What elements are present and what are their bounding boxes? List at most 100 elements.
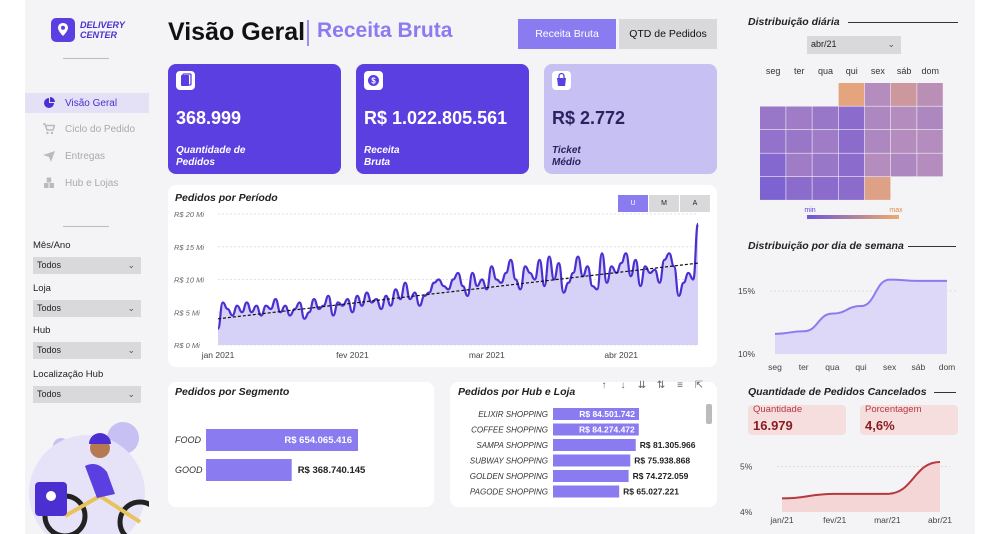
page-title: Visão Geral (168, 18, 306, 46)
coin-icon: $ (364, 71, 383, 90)
trend-line (217, 262, 699, 320)
hub-bar (553, 423, 639, 436)
filter-label-hub: Hub (33, 325, 51, 336)
heatmap-cell (838, 153, 865, 177)
nav-label: Visão Geral (65, 97, 118, 109)
double-arrow-down-icon[interactable]: ⇊ (637, 379, 647, 391)
heatmap-cell (838, 106, 865, 130)
heatmap-day-label: dom (922, 66, 940, 76)
receita-bruta-button[interactable]: Receita Bruta (518, 19, 616, 49)
heatmap-cell (891, 83, 917, 106)
heatmap-title: Distribuição diária (748, 16, 840, 28)
heatmap-legend-max: max (889, 207, 903, 214)
arrow-down-icon[interactable]: ↓ (620, 379, 626, 391)
hub-value-label: R$ 74.272.059 (633, 471, 689, 481)
heatmap-cell (838, 83, 865, 106)
svg-text:$: $ (371, 77, 376, 86)
hub-chart-title: Pedidos por Hub e Loja (458, 386, 576, 398)
filter-label-localizacao-hub: Localização Hub (33, 369, 104, 380)
segment-value-label: R$ 368.740.145 (298, 465, 366, 476)
divider (908, 246, 956, 247)
sidebar: DELIVERY CENTER Visão Geral Ciclo do Pedi… (25, 0, 149, 534)
nav-label: Entregas (65, 150, 106, 162)
hub-category-label: PAGODE SHOPPING (470, 488, 548, 497)
segment-chart-title: Pedidos por Segmento (175, 386, 290, 398)
hub-category-label: GOLDEN SHOPPING (470, 472, 548, 481)
nav-ciclo-pedido[interactable]: Ciclo do Pedido (25, 119, 149, 139)
nav-hub-lojas[interactable]: Hub e Lojas (25, 173, 149, 193)
heatmap-cell (786, 153, 812, 177)
heatmap-cell (812, 177, 838, 200)
x-tick-label: jan/21 (769, 515, 793, 525)
filter-icon[interactable]: ≡ (677, 379, 683, 391)
filter-mes-ano-select[interactable]: Todos ⌄ (33, 257, 141, 274)
heatmap-cell (864, 83, 891, 106)
heatmap-cell (838, 177, 865, 200)
nav-label: Hub e Lojas (65, 177, 119, 189)
cancel-pct-card: Porcentagem 4,6% (860, 404, 958, 435)
hub-value-label: R$ 81.305.966 (640, 440, 696, 450)
kpi-label: Quantidade de Pedidos (176, 145, 246, 168)
focus-mode-icon[interactable]: ⇱ (694, 379, 704, 391)
qtd-pedidos-button[interactable]: QTD de Pedidos (619, 19, 717, 49)
segment-bar (206, 459, 292, 481)
y-tick-label: R$ 10 Mi (174, 276, 204, 285)
cancel-qty-label: Quantidade (753, 404, 803, 415)
filter-localizacao-hub-select[interactable]: Todos ⌄ (33, 386, 141, 403)
segment-bar-chart: FOOD R$ 654.065.416 GOOD R$ 368.740.145 (175, 429, 366, 481)
hub-value-label: R$ 84.501.742 (579, 409, 635, 419)
kpi-ticket-medio: R$ 2.772 Ticket Médio (544, 64, 717, 174)
arrow-up-icon[interactable]: ↑ (601, 379, 607, 391)
filter-loja-select[interactable]: Todos ⌄ (33, 300, 141, 317)
x-tick-label: ter (799, 362, 809, 372)
y-tick-label: 10% (738, 349, 755, 359)
chevron-down-icon: ⌄ (887, 39, 895, 49)
kpi-quantidade-pedidos: 368.999 Quantidade de Pedidos (168, 64, 341, 174)
scrollbar-thumb[interactable] (706, 404, 712, 424)
period-toggle-group: U M A (618, 195, 710, 212)
y-tick-label: R$ 15 Mi (174, 243, 204, 252)
logo-icon (51, 18, 75, 42)
page-subtitle: Receita Bruta (317, 19, 453, 42)
area-fill (775, 279, 947, 354)
cancel-qty-card: Quantidade 16.979 (748, 404, 846, 435)
nav-visao-geral[interactable]: Visão Geral (25, 93, 149, 113)
segment-category-label: GOOD (175, 465, 203, 475)
kpi-value: R$ 2.772 (552, 108, 626, 128)
toggle-a[interactable]: A (680, 195, 710, 212)
cancel-pct-value: 4,6% (865, 418, 895, 433)
heatmap-cell (760, 177, 786, 200)
heatmap-cell (864, 130, 891, 153)
x-tick-label: fev/21 (823, 515, 846, 525)
expand-hierarchy-icon[interactable]: ⇅ (656, 379, 666, 391)
bag-icon (552, 71, 571, 90)
heatmap-cell (891, 130, 917, 153)
hub-value-label: R$ 65.027.221 (623, 487, 679, 497)
heatmap-day-label: sáb (897, 66, 912, 76)
area-fill (218, 223, 698, 345)
filter-label-mes-ano: Mês/Ano (33, 240, 71, 251)
month-select[interactable]: abr/21 ⌄ (807, 36, 901, 54)
cancel-area-chart: 5% 4% jan/21 fev/21 mar/21 abr/21 (740, 461, 952, 525)
document-icon (176, 71, 195, 90)
chevron-down-icon: ⌄ (127, 260, 135, 270)
weekday-chart-title: Distribuição por dia de semana (748, 240, 904, 252)
nav-entregas[interactable]: Entregas (25, 146, 149, 166)
x-tick-label: sex (883, 362, 897, 372)
filter-hub-select[interactable]: Todos ⌄ (33, 342, 141, 359)
heatmap-cell (891, 106, 917, 130)
hub-bar-chart: ELIXIR SHOPPING R$ 84.501.742 COFFEE SHOPP… (470, 408, 696, 498)
hub-category-label: ELIXIR SHOPPING (478, 410, 548, 419)
heatmap-cell (760, 106, 786, 130)
hub-value-label: R$ 75.938.868 (634, 456, 690, 466)
heatmap-legend-min: min (804, 207, 815, 214)
heatmap-cell (786, 130, 812, 153)
toggle-u[interactable]: U (618, 195, 648, 212)
kpi-value: R$ 1.022.805.561 (364, 108, 508, 128)
x-tick-label: jan 2021 (201, 350, 235, 360)
heatmap-cell (838, 130, 865, 153)
y-tick-label: R$ 20 Mi (174, 210, 204, 219)
divider (63, 226, 109, 227)
toggle-m[interactable]: M (649, 195, 679, 212)
y-tick-label: R$ 0 Mi (174, 341, 200, 350)
